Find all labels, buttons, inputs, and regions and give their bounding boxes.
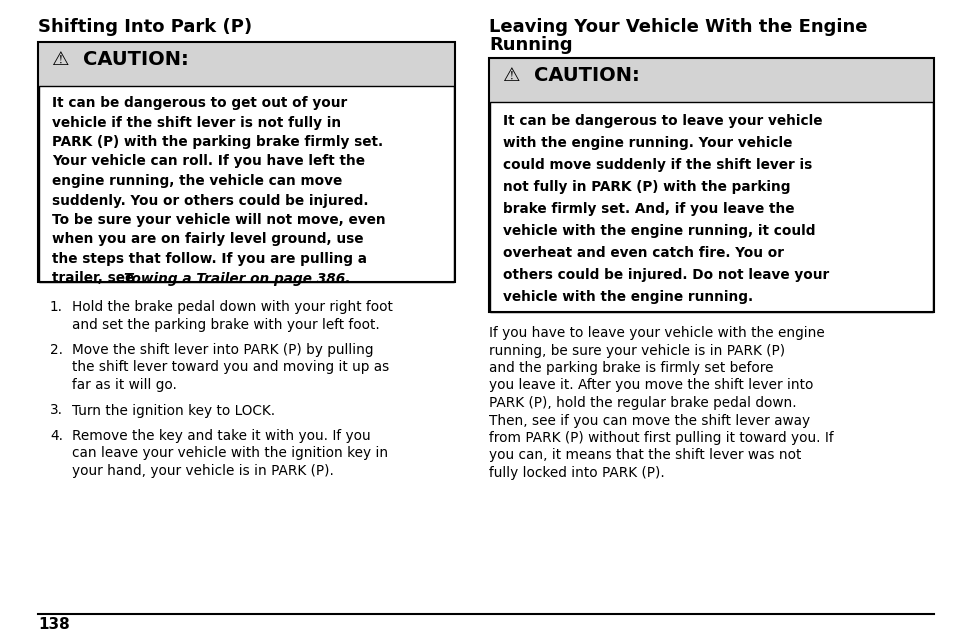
Text: others could be injured. Do not leave your: others could be injured. Do not leave yo…: [502, 268, 828, 282]
Text: 2.: 2.: [50, 343, 63, 357]
Text: Turn the ignition key to LOCK.: Turn the ignition key to LOCK.: [71, 403, 274, 417]
Text: Running: Running: [489, 36, 572, 54]
Text: PARK (P), hold the regular brake pedal down.: PARK (P), hold the regular brake pedal d…: [489, 396, 796, 410]
Text: vehicle with the engine running, it could: vehicle with the engine running, it coul…: [502, 224, 815, 238]
Text: your hand, your vehicle is in PARK (P).: your hand, your vehicle is in PARK (P).: [71, 464, 334, 478]
Text: the steps that follow. If you are pulling a: the steps that follow. If you are pullin…: [52, 252, 367, 266]
Text: Your vehicle can roll. If you have left the: Your vehicle can roll. If you have left …: [52, 155, 365, 169]
Text: the shift lever toward you and moving it up as: the shift lever toward you and moving it…: [71, 361, 389, 375]
Bar: [39, 86, 454, 282]
Text: running, be sure your vehicle is in PARK (P): running, be sure your vehicle is in PARK…: [489, 343, 784, 357]
Text: brake firmly set. And, if you leave the: brake firmly set. And, if you leave the: [502, 202, 794, 216]
Text: can leave your vehicle with the ignition key in: can leave your vehicle with the ignition…: [71, 446, 388, 460]
Text: from PARK (P) without first pulling it toward you. If: from PARK (P) without first pulling it t…: [489, 431, 833, 445]
Bar: [38, 42, 455, 86]
Text: PARK (P) with the parking brake firmly set.: PARK (P) with the parking brake firmly s…: [52, 135, 383, 149]
Text: Then, see if you can move the shift lever away: Then, see if you can move the shift leve…: [489, 413, 809, 427]
Text: Move the shift lever into PARK (P) by pulling: Move the shift lever into PARK (P) by pu…: [71, 343, 374, 357]
Text: engine running, the vehicle can move: engine running, the vehicle can move: [52, 174, 342, 188]
Text: suddenly. You or others could be injured.: suddenly. You or others could be injured…: [52, 193, 368, 207]
Text: 1.: 1.: [50, 300, 63, 314]
Text: Towing a Trailer on page 386.: Towing a Trailer on page 386.: [124, 272, 350, 286]
Text: could move suddenly if the shift lever is: could move suddenly if the shift lever i…: [502, 158, 811, 172]
Text: It can be dangerous to get out of your: It can be dangerous to get out of your: [52, 96, 347, 110]
Text: with the engine running. Your vehicle: with the engine running. Your vehicle: [502, 136, 792, 150]
Text: It can be dangerous to leave your vehicle: It can be dangerous to leave your vehicl…: [502, 114, 821, 128]
Bar: [38, 42, 455, 282]
Text: ⚠  CAUTION:: ⚠ CAUTION:: [52, 50, 189, 69]
Bar: [489, 58, 933, 312]
Text: Shifting Into Park (P): Shifting Into Park (P): [38, 18, 252, 36]
Bar: [489, 58, 933, 102]
Text: and the parking brake is firmly set before: and the parking brake is firmly set befo…: [489, 361, 773, 375]
Text: and set the parking brake with your left foot.: and set the parking brake with your left…: [71, 317, 379, 331]
Text: far as it will go.: far as it will go.: [71, 378, 176, 392]
Text: overheat and even catch fire. You or: overheat and even catch fire. You or: [502, 246, 783, 260]
Bar: [490, 102, 932, 312]
Text: Leaving Your Vehicle With the Engine: Leaving Your Vehicle With the Engine: [489, 18, 866, 36]
Text: 138: 138: [38, 617, 70, 632]
Text: you leave it. After you move the shift lever into: you leave it. After you move the shift l…: [489, 378, 813, 392]
Text: If you have to leave your vehicle with the engine: If you have to leave your vehicle with t…: [489, 326, 824, 340]
Text: 4.: 4.: [50, 429, 63, 443]
Text: you can, it means that the shift lever was not: you can, it means that the shift lever w…: [489, 448, 801, 462]
Text: Hold the brake pedal down with your right foot: Hold the brake pedal down with your righ…: [71, 300, 393, 314]
Text: vehicle if the shift lever is not fully in: vehicle if the shift lever is not fully …: [52, 116, 341, 130]
Text: ⚠  CAUTION:: ⚠ CAUTION:: [502, 66, 639, 85]
Text: trailer, see: trailer, see: [52, 272, 139, 286]
Text: when you are on fairly level ground, use: when you are on fairly level ground, use: [52, 233, 363, 247]
Text: fully locked into PARK (P).: fully locked into PARK (P).: [489, 466, 664, 480]
Text: not fully in PARK (P) with the parking: not fully in PARK (P) with the parking: [502, 180, 790, 194]
Text: 3.: 3.: [50, 403, 63, 417]
Text: To be sure your vehicle will not move, even: To be sure your vehicle will not move, e…: [52, 213, 385, 227]
Text: Remove the key and take it with you. If you: Remove the key and take it with you. If …: [71, 429, 370, 443]
Text: vehicle with the engine running.: vehicle with the engine running.: [502, 290, 752, 304]
